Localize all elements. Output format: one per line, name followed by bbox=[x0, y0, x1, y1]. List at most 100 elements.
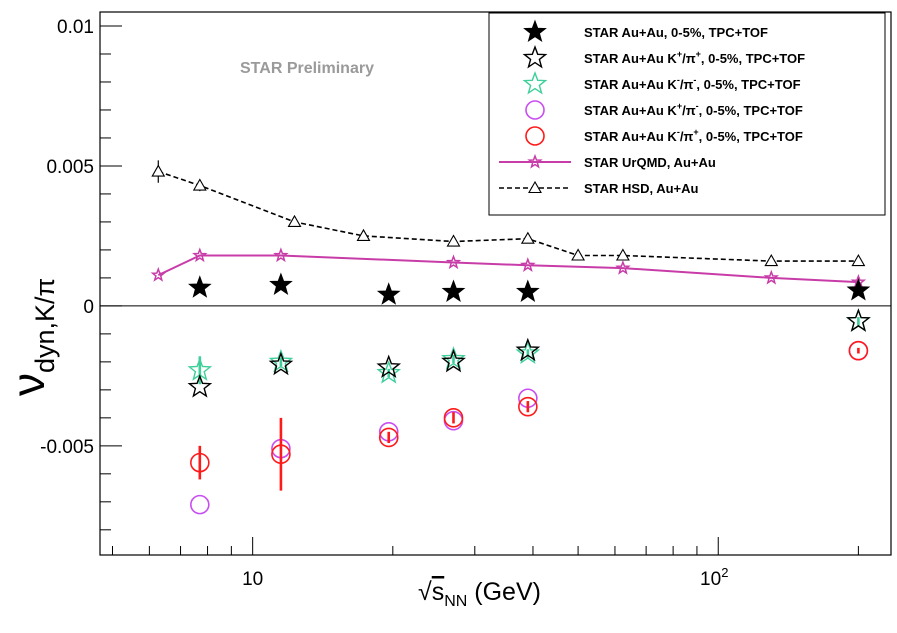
data-point-kmpim bbox=[376, 360, 402, 384]
data-point-urqmd bbox=[150, 266, 167, 282]
legend-text-part: , 0-5%, TPC+TOF bbox=[699, 129, 803, 144]
data-point-kpi bbox=[269, 272, 293, 295]
legend-entry-kpi: STAR Au+Au, 0-5%, TPC+TOF bbox=[523, 19, 768, 43]
legend-label-kmpip: STAR Au+Au K-/π+, 0-5%, TPC+TOF bbox=[584, 127, 803, 144]
data-point-kppip bbox=[845, 308, 871, 332]
plot-frame bbox=[99, 11, 892, 556]
x-tick-label-base: 10 bbox=[700, 569, 721, 590]
data-point-kpi bbox=[376, 282, 401, 305]
legend-label-urqmd: STAR UrQMD, Au+Au bbox=[584, 155, 716, 170]
legend-superscript: - bbox=[696, 101, 699, 111]
data-point-kpi bbox=[188, 275, 212, 298]
data-point-urqmd bbox=[615, 259, 631, 275]
legend-text-part: STAR UrQMD, Au+Au bbox=[584, 155, 716, 170]
y-tick-label: 0.01 bbox=[57, 17, 94, 38]
data-point-kmpim bbox=[441, 346, 466, 370]
y-tick-label: 0.005 bbox=[46, 157, 94, 178]
data-point-kpi bbox=[846, 278, 871, 301]
data-point-kmpip bbox=[190, 452, 210, 473]
series-urqmd bbox=[150, 247, 867, 289]
legend-superscript: + bbox=[693, 127, 698, 137]
data-point-kmpip bbox=[271, 444, 291, 465]
series-kmpip bbox=[190, 340, 869, 491]
series-kmpim bbox=[187, 308, 871, 385]
legend-superscript: + bbox=[696, 49, 701, 59]
series-kpi bbox=[188, 272, 871, 305]
x-axis-title-var: s bbox=[432, 578, 445, 606]
data-point-kppip bbox=[441, 348, 466, 373]
legend-text-part: /π bbox=[682, 103, 696, 118]
legend-text-part: , 0-5%, TPC+TOF bbox=[701, 51, 805, 66]
star-preliminary-annotation: STAR Preliminary bbox=[240, 60, 374, 77]
series-hsd bbox=[151, 160, 866, 267]
y-axis-ticks bbox=[100, 25, 122, 531]
x-tick-label-base: 10 bbox=[242, 569, 263, 590]
data-point-kpi bbox=[516, 279, 540, 302]
legend-label-kpi: STAR Au+Au, 0-5%, TPC+TOF bbox=[584, 25, 768, 40]
data-point-hsd bbox=[287, 214, 302, 227]
legend-superscript: - bbox=[677, 127, 680, 137]
legend-superscript: - bbox=[693, 75, 696, 85]
legend-text-part: /π bbox=[680, 129, 694, 144]
data-point-kppip bbox=[515, 337, 541, 362]
legend-text-part: STAR Au+Au K bbox=[584, 129, 677, 144]
series-line-urqmd bbox=[157, 254, 859, 284]
data-point-kppim bbox=[190, 494, 210, 515]
legend-marker-urqmd bbox=[527, 153, 543, 169]
legend-text-part: , 0-5%, TPC+TOF bbox=[696, 77, 800, 92]
data-point-hsd bbox=[851, 253, 866, 267]
legend-label-kppim: STAR Au+Au K+/π-, 0-5%, TPC+TOF bbox=[584, 101, 803, 118]
data-point-hsd bbox=[520, 231, 535, 244]
legend-text-part: STAR HSD, Au+Au bbox=[584, 181, 699, 196]
legend-marker-hsd bbox=[528, 180, 542, 194]
data-point-hsd bbox=[571, 248, 586, 261]
y-tick-label: 0 bbox=[83, 297, 94, 318]
y-axis-title-sub: dyn,K/π bbox=[30, 278, 60, 373]
data-point-kppip bbox=[187, 374, 213, 398]
legend-entry-kppip: STAR Au+Au K+/π+, 0-5%, TPC+TOF bbox=[522, 44, 805, 69]
legend-text-part: STAR Au+Au K bbox=[584, 77, 677, 92]
legend-superscript: - bbox=[677, 75, 680, 85]
data-point-hsd bbox=[764, 253, 779, 267]
x-axis-title-unit: (GeV) bbox=[467, 578, 541, 606]
data-point-kmpip bbox=[518, 396, 538, 417]
legend-label-kmpim: STAR Au+Au K-/π-, 0-5%, TPC+TOF bbox=[584, 75, 801, 92]
data-point-hsd bbox=[615, 248, 630, 261]
legend-text-part: STAR Au+Au, 0-5%, TPC+TOF bbox=[584, 25, 768, 40]
legend-text-part: STAR Au+Au K bbox=[584, 103, 677, 118]
x-tick-labels: 10 102 bbox=[242, 565, 728, 590]
data-point-urqmd bbox=[445, 254, 462, 270]
x-axis-title-radical: √ bbox=[418, 578, 432, 606]
data-point-hsd bbox=[356, 228, 371, 241]
legend-entry-hsd: STAR HSD, Au+Au bbox=[499, 180, 699, 196]
y-tick-label: -0.005 bbox=[40, 437, 94, 458]
data-point-urqmd bbox=[273, 247, 289, 263]
legend-text-part: , 0-5%, TPC+TOF bbox=[699, 103, 803, 118]
legend-superscript: + bbox=[677, 49, 682, 59]
series-kppim bbox=[190, 340, 869, 515]
x-axis-ticks bbox=[112, 537, 859, 555]
data-point-kppip bbox=[376, 354, 402, 379]
legend-marker-kpi bbox=[523, 19, 547, 43]
data-point-kmpip bbox=[848, 340, 869, 361]
data-point-hsd bbox=[151, 164, 166, 177]
legend-entry-urqmd: STAR UrQMD, Au+Au bbox=[499, 153, 716, 170]
data-point-kpi bbox=[441, 279, 466, 302]
legend-text-part: /π bbox=[680, 77, 694, 92]
data-point-urqmd bbox=[520, 257, 536, 273]
x-tick-label: 102 bbox=[700, 565, 728, 590]
y-axis-title-main: ν bbox=[2, 373, 54, 396]
data-point-kmpip bbox=[443, 408, 464, 428]
x-axis-title-sub: NN bbox=[444, 593, 467, 610]
x-tick-label-exponent: 2 bbox=[721, 565, 728, 580]
legend-superscript: + bbox=[677, 101, 682, 111]
x-axis-title: √sNN (GeV) bbox=[418, 578, 541, 610]
series-layer bbox=[150, 160, 871, 515]
y-tick-labels: 0.01 0.005 0 -0.005 bbox=[40, 17, 94, 458]
series-line-hsd bbox=[158, 170, 859, 262]
legend-label-hsd: STAR HSD, Au+Au bbox=[584, 181, 699, 196]
legend-label-kppip: STAR Au+Au K+/π+, 0-5%, TPC+TOF bbox=[584, 49, 805, 66]
